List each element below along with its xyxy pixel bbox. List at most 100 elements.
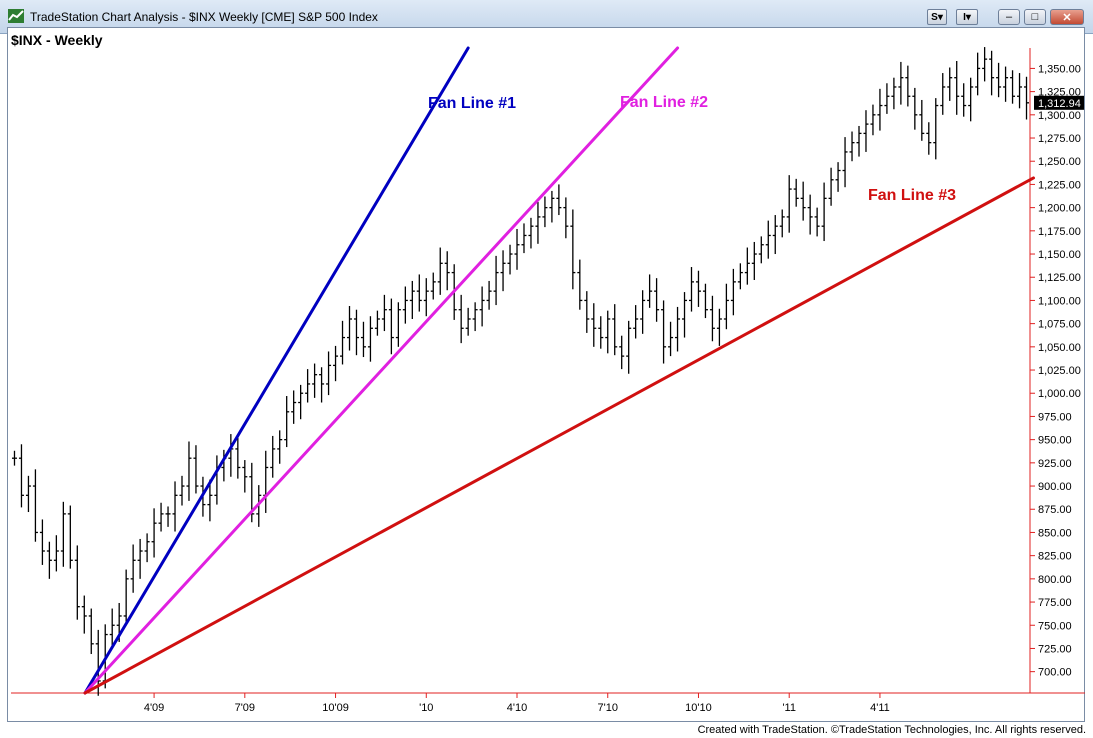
interval-button[interactable]: I ▾ bbox=[956, 9, 978, 25]
ohlc-bar bbox=[123, 569, 129, 626]
ohlc-bar bbox=[654, 278, 660, 322]
ohlc-bar bbox=[353, 309, 359, 356]
maximize-button[interactable]: □ bbox=[1024, 9, 1046, 25]
last-price-label: 1,312.94 bbox=[1038, 98, 1081, 110]
ohlc-bar bbox=[130, 544, 136, 593]
y-tick-label: 800.00 bbox=[1038, 574, 1072, 586]
ohlc-bar bbox=[472, 302, 478, 332]
ohlc-bar bbox=[891, 77, 897, 110]
ohlc-bar bbox=[751, 241, 757, 281]
ohlc-bar bbox=[305, 369, 311, 403]
y-tick-label: 1,275.00 bbox=[1038, 133, 1081, 145]
ohlc-bar bbox=[298, 384, 304, 420]
x-tick-label: 10'09 bbox=[322, 702, 349, 714]
ohlc-bar bbox=[521, 223, 527, 254]
ohlc-bar bbox=[647, 274, 653, 308]
price-bars bbox=[11, 47, 1030, 696]
ohlc-bar bbox=[807, 194, 813, 235]
ohlc-bar bbox=[277, 430, 283, 464]
ohlc-bar bbox=[514, 228, 520, 270]
ohlc-bar bbox=[682, 292, 688, 338]
y-tick-label: 1,325.00 bbox=[1038, 87, 1081, 99]
fan-line-2 bbox=[83, 46, 680, 695]
ohlc-bar bbox=[186, 441, 192, 501]
ohlc-bar bbox=[814, 207, 820, 237]
y-tick-label: 1,225.00 bbox=[1038, 179, 1081, 191]
ohlc-bar bbox=[668, 321, 674, 357]
ohlc-bar bbox=[291, 390, 297, 424]
footer-copyright: Created with TradeStation. ©TradeStation… bbox=[697, 724, 1086, 736]
x-tick-label: '10 bbox=[419, 702, 433, 714]
y-tick-label: 825.00 bbox=[1038, 551, 1072, 563]
ohlc-bar bbox=[158, 502, 164, 532]
ohlc-bar bbox=[863, 110, 869, 152]
ohlc-bar bbox=[737, 263, 743, 290]
ohlc-bar bbox=[591, 303, 597, 347]
ohlc-bar bbox=[402, 286, 408, 324]
ohlc-bar bbox=[849, 131, 855, 162]
minimize-button[interactable]: – bbox=[998, 9, 1020, 25]
ohlc-bar bbox=[982, 47, 988, 82]
ohlc-bar bbox=[60, 501, 66, 567]
window-title: TradeStation Chart Analysis - $INX Weekl… bbox=[30, 10, 378, 24]
ohlc-bar bbox=[605, 310, 611, 354]
y-tick-label: 1,075.00 bbox=[1038, 319, 1081, 331]
ohlc-bar bbox=[416, 274, 422, 312]
x-tick-label: 7'09 bbox=[235, 702, 255, 714]
ohlc-bar bbox=[493, 255, 499, 306]
ohlc-bar bbox=[374, 310, 380, 336]
ohlc-bar bbox=[53, 535, 59, 572]
y-tick-label: 1,000.00 bbox=[1038, 388, 1081, 400]
y-tick-label: 925.00 bbox=[1038, 458, 1072, 470]
y-tick-label: 1,300.00 bbox=[1038, 110, 1081, 122]
ohlc-bar bbox=[947, 67, 953, 101]
ohlc-bar bbox=[702, 283, 708, 319]
ohlc-bar bbox=[284, 396, 290, 448]
close-button[interactable]: ✕ bbox=[1050, 9, 1084, 25]
ohlc-bar bbox=[661, 300, 667, 364]
ohlc-bar bbox=[570, 209, 576, 290]
ohlc-bar bbox=[926, 122, 932, 155]
y-tick-label: 1,175.00 bbox=[1038, 226, 1081, 238]
ohlc-bar bbox=[179, 475, 185, 506]
symbol-button[interactable]: S ▾ bbox=[927, 9, 947, 25]
y-tick-label: 1,150.00 bbox=[1038, 249, 1081, 261]
x-tick-label: 4'09 bbox=[144, 702, 164, 714]
ohlc-bar bbox=[996, 62, 1002, 98]
ohlc-bar bbox=[779, 209, 785, 238]
ohlc-bar bbox=[409, 280, 415, 319]
ohlc-bar bbox=[905, 65, 911, 107]
ohlc-bar bbox=[786, 175, 792, 233]
ohlc-bar bbox=[612, 304, 618, 356]
fan-line-3 bbox=[83, 176, 1035, 695]
ohlc-bar bbox=[800, 181, 806, 221]
ohlc-bar bbox=[793, 178, 799, 207]
ohlc-bar bbox=[549, 190, 555, 223]
ohlc-bar bbox=[242, 460, 248, 493]
ohlc-bar bbox=[67, 505, 73, 569]
fan-line-1 bbox=[83, 46, 470, 695]
ohlc-bar bbox=[437, 247, 443, 295]
ohlc-bar bbox=[1024, 76, 1030, 120]
ohlc-bar bbox=[81, 595, 87, 634]
ohlc-bar bbox=[821, 182, 827, 242]
ohlc-bar bbox=[312, 363, 318, 398]
ohlc-bar bbox=[214, 455, 220, 505]
ohlc-bar bbox=[423, 278, 429, 317]
y-tick-label: 950.00 bbox=[1038, 435, 1072, 447]
y-tick-label: 875.00 bbox=[1038, 504, 1072, 516]
ohlc-bar bbox=[430, 272, 436, 300]
ohlc-bar bbox=[507, 244, 513, 275]
ohlc-bar bbox=[695, 270, 701, 307]
ohlc-bar bbox=[381, 294, 387, 332]
ohlc-bar bbox=[263, 450, 269, 513]
ohlc-bar bbox=[32, 469, 38, 542]
ohlc-bar bbox=[954, 60, 960, 115]
ohlc-bar bbox=[319, 367, 325, 403]
ohlc-bar bbox=[479, 286, 485, 327]
ohlc-bar bbox=[730, 268, 736, 316]
ohlc-bar bbox=[975, 52, 981, 96]
ohlc-bar bbox=[46, 541, 52, 579]
ohlc-bar bbox=[360, 321, 366, 358]
